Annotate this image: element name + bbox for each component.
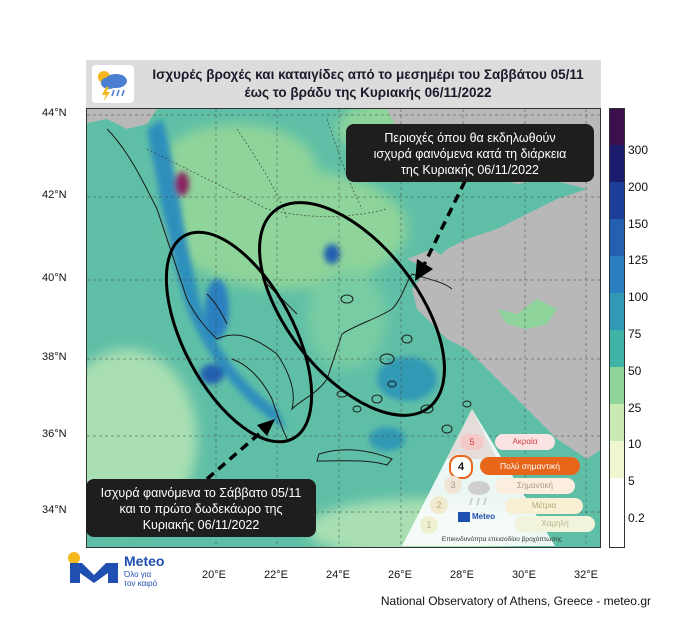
- risk-brand: Meteo: [458, 512, 495, 522]
- lon-label-28: 28°E: [450, 569, 474, 581]
- rain-storm-cloud-icon: [92, 65, 134, 103]
- callout-arrows: [205, 180, 467, 481]
- coastlines: [106, 128, 453, 466]
- colorbar: [609, 108, 625, 548]
- risk-label-5: Ακραία: [495, 434, 555, 450]
- callout-saturday-line-2: και το πρώτο δωδεκάωρο της: [119, 502, 283, 516]
- colorbar-label-50: 50: [628, 364, 642, 378]
- colorbar-label-25: 25: [628, 401, 642, 415]
- colorbar-swatch-125: [610, 219, 624, 256]
- colorbar-swatch-10: [610, 404, 624, 441]
- lat-label-34: 34°N: [42, 504, 67, 516]
- heavy-precip-zones: [147, 119, 437, 451]
- colorbar-swatch-150: [610, 182, 624, 219]
- colorbar-label-10: 10: [628, 437, 642, 451]
- risk-level-2: 2: [430, 496, 448, 514]
- logo-tagline-line-1: Όλο για: [124, 570, 152, 579]
- meteo-logo-mark: [68, 552, 118, 583]
- colorbar-swatch-0.2: [610, 478, 624, 515]
- risk-level-5: 5: [460, 434, 484, 450]
- source-credit: National Observatory of Athens, Greece -…: [380, 594, 651, 608]
- colorbar-label-75: 75: [628, 327, 642, 341]
- risk-label-1: Χαμηλή: [515, 516, 595, 532]
- colorbar-swatch-300: [610, 109, 624, 145]
- risk-level-1: 1: [420, 516, 438, 534]
- lat-label-44: 44°N: [42, 107, 67, 119]
- risk-brand-mark: [458, 512, 470, 522]
- saturday-area-ellipse: [164, 230, 314, 444]
- colorbar-label-100: 100: [628, 290, 649, 304]
- colorbar-swatch-200: [610, 145, 624, 182]
- colorbar-swatch-75: [610, 293, 624, 330]
- risk-brand-text: Meteo: [472, 512, 496, 522]
- callout-saturday: Ισχυρά φαινόμενα το Σάββατο 05/11 και το…: [86, 479, 316, 537]
- colorbar-label-150: 150: [628, 217, 649, 231]
- risk-pyramid-panel: 5 Ακραία 4 Πολύ σημαντική 3 Σημαντική 2 …: [400, 408, 605, 548]
- title-line-1: Ισχυρές βροχές και καταιγίδες από το μεσ…: [152, 67, 584, 82]
- callout-saturday-line-3: Κυριακής 06/11/2022: [142, 518, 260, 532]
- logo-tagline-line-2: τον καιρό: [124, 579, 158, 588]
- gray-land-turkey: [387, 109, 600, 459]
- colorbar-label-200: 200: [628, 180, 649, 194]
- lon-label-20: 20°E: [202, 569, 226, 581]
- callout-saturday-line-1: Ισχυρά φαινόμενα το Σάββατο 05/11: [100, 486, 302, 500]
- colorbar-label-5: 5: [628, 474, 635, 488]
- callout-sunday-line-1: Περιοχές όπου θα εκδηλωθούν: [384, 131, 556, 145]
- colorbar-swatch-25: [610, 367, 624, 404]
- lat-label-36: 36°N: [42, 428, 67, 440]
- lat-label-38: 38°N: [42, 351, 67, 363]
- colorbar-label-300: 300: [628, 143, 649, 157]
- lon-label-22: 22°E: [264, 569, 288, 581]
- country-borders: [146, 118, 388, 220]
- lon-label-30: 30°E: [512, 569, 536, 581]
- lon-label-24: 24°E: [326, 569, 350, 581]
- lon-label-32: 32°E: [574, 569, 598, 581]
- logo-name: Meteo: [124, 553, 165, 569]
- risk-label-2: Μέτρια: [505, 498, 583, 514]
- colorbar-label-125: 125: [628, 253, 649, 267]
- arrow-head-sunday: [415, 259, 433, 281]
- title-bar: Ισχυρές βροχές και καταιγίδες από το μεσ…: [86, 60, 601, 108]
- map-title: Ισχυρές βροχές και καταιγίδες από το μεσ…: [141, 66, 595, 102]
- risk-level-3: 3: [444, 476, 462, 494]
- callout-sunday-line-2: ισχυρά φαινόμενα κατά τη διάρκεια: [373, 147, 567, 161]
- callout-sunday-line-3: της Κυριακής 06/11/2022: [400, 163, 539, 177]
- risk-label-3: Σημαντική: [495, 478, 575, 494]
- lat-label-42: 42°N: [42, 189, 67, 201]
- lat-label-40: 40°N: [42, 272, 67, 284]
- arrow-head-saturday: [257, 419, 275, 436]
- colorbar-swatch-100: [610, 256, 624, 293]
- logo-tagline: Όλο για τον καιρό: [124, 570, 157, 588]
- risk-label-4: Πολύ σημαντική: [480, 457, 580, 475]
- rain-cloud-icon: [468, 481, 490, 506]
- sunday-area-ellipse: [258, 201, 446, 417]
- risk-level-4: 4: [449, 455, 473, 479]
- title-line-2: έως το βράδυ της Κυριακής 06/11/2022: [244, 85, 492, 100]
- callout-sunday: Περιοχές όπου θα εκδηλωθούν ισχυρά φαινό…: [346, 124, 594, 182]
- gray-land-north: [87, 109, 157, 129]
- precip-turkey-coast: [497, 299, 557, 329]
- risk-footer-label: Επικινδυνότητα επεισοδίου βροχόπτωσης: [441, 536, 563, 543]
- lon-label-26: 26°E: [388, 569, 412, 581]
- colorbar-label-0.2: 0.2: [628, 511, 645, 525]
- colorbar-swatch-50: [610, 330, 624, 367]
- colorbar-swatch-5: [610, 441, 624, 478]
